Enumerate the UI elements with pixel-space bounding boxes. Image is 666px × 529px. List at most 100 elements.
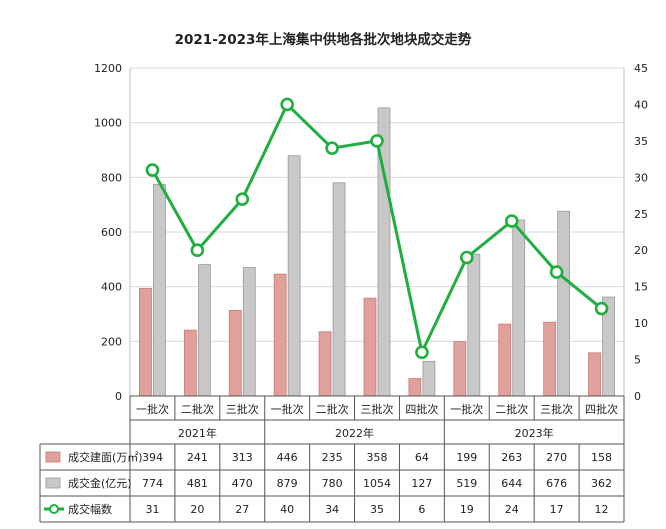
bar <box>498 323 512 397</box>
category-label: 一批次 <box>450 402 483 416</box>
table-value: 358 <box>367 451 388 464</box>
table-value: 158 <box>591 451 612 464</box>
table-value: 17 <box>550 503 564 516</box>
line-point <box>594 301 609 316</box>
table-value: 127 <box>411 477 432 490</box>
left-tick-label: 1200 <box>94 62 122 75</box>
table-value: 235 <box>322 451 343 464</box>
line-point <box>460 250 474 265</box>
table-value: 40 <box>280 503 294 516</box>
line-point <box>145 163 160 177</box>
group-label: 2023年 <box>515 426 554 440</box>
bar <box>228 310 242 397</box>
bar <box>422 360 436 397</box>
table-value: 394 <box>142 451 163 464</box>
line-point <box>370 134 384 148</box>
table-value: 31 <box>145 503 159 516</box>
bar <box>467 253 481 397</box>
line-point <box>280 97 294 112</box>
table-value: 199 <box>456 451 477 464</box>
line-point <box>190 243 205 258</box>
legend-label: 成交幅数 <box>68 502 112 516</box>
left-tick-label: 600 <box>101 226 122 239</box>
table-value: 481 <box>187 477 208 490</box>
table-value: 34 <box>325 503 339 516</box>
table-value: 24 <box>505 503 519 516</box>
category-label: 二批次 <box>495 402 528 416</box>
right-tick-label: 5 <box>634 354 641 367</box>
bar <box>363 297 377 397</box>
category-label: 四批次 <box>405 402 438 416</box>
table-value: 313 <box>232 451 253 464</box>
table-value: 241 <box>187 451 208 464</box>
right-tick-label: 0 <box>634 390 641 403</box>
bar <box>408 378 422 397</box>
category-label: 一批次 <box>271 402 304 416</box>
left-tick-label: 1000 <box>94 117 122 130</box>
line-point <box>235 192 250 206</box>
table-value: 1054 <box>363 477 391 490</box>
category-label: 三批次 <box>361 402 394 416</box>
line-point <box>415 345 429 360</box>
line-point <box>549 265 564 279</box>
table-value: 19 <box>460 503 474 516</box>
table-value: 644 <box>501 477 522 490</box>
bar <box>332 182 346 397</box>
table-value: 270 <box>546 451 567 464</box>
table-value: 780 <box>322 477 343 490</box>
bar-series <box>139 107 615 397</box>
category-label: 二批次 <box>316 402 349 416</box>
bar <box>183 329 197 397</box>
right-tick-label: 30 <box>634 171 648 184</box>
left-tick-label: 800 <box>101 171 122 184</box>
bar <box>543 321 557 397</box>
group-label: 2021年 <box>178 426 217 440</box>
group-label: 2022年 <box>335 426 374 440</box>
table-value: 470 <box>232 477 253 490</box>
table-value: 27 <box>235 503 249 516</box>
category-label: 一批次 <box>136 402 169 416</box>
left-tick-label: 200 <box>101 335 122 348</box>
left-axis: 0 200 400 600 800 1000 1200 <box>94 62 122 403</box>
table-value: 263 <box>501 451 522 464</box>
table-value: 6 <box>418 503 425 516</box>
table-value: 774 <box>142 477 163 490</box>
category-label: 三批次 <box>226 402 259 416</box>
left-tick-label: 400 <box>101 281 122 294</box>
table-value: 676 <box>546 477 567 490</box>
right-tick-label: 20 <box>634 244 648 257</box>
left-tick-label: 0 <box>115 390 122 403</box>
table-value: 519 <box>456 477 477 490</box>
legend-label: 成交建面(万㎡) <box>68 450 143 464</box>
table-value: 64 <box>415 451 429 464</box>
bar <box>139 287 152 397</box>
line-point <box>325 141 339 155</box>
table-value: 879 <box>277 477 298 490</box>
legend-swatch <box>45 451 61 463</box>
bar <box>197 264 211 397</box>
category-label: 三批次 <box>540 402 573 416</box>
chart-title: 2021-2023年上海集中供地各批次地块成交走势 <box>175 31 472 48</box>
right-tick-label: 45 <box>634 62 648 75</box>
bar <box>153 184 166 397</box>
legend-label: 成交金(亿元) <box>68 476 132 490</box>
legend-marker <box>49 504 59 514</box>
category-label: 四批次 <box>585 402 618 416</box>
table-value: 362 <box>591 477 612 490</box>
right-tick-label: 35 <box>634 135 648 148</box>
bar <box>512 219 526 397</box>
right-tick-label: 25 <box>634 208 648 221</box>
right-tick-label: 40 <box>634 98 648 111</box>
category-label: 二批次 <box>181 402 214 416</box>
table-value: 20 <box>190 503 204 516</box>
bar <box>318 331 332 397</box>
bar <box>242 267 256 397</box>
bar <box>453 341 467 397</box>
bar <box>287 155 301 397</box>
line-series <box>145 97 609 360</box>
right-axis: 0 5 10 15 20 25 30 35 40 45 <box>634 62 648 403</box>
bar <box>588 352 601 397</box>
line-point <box>504 214 519 228</box>
